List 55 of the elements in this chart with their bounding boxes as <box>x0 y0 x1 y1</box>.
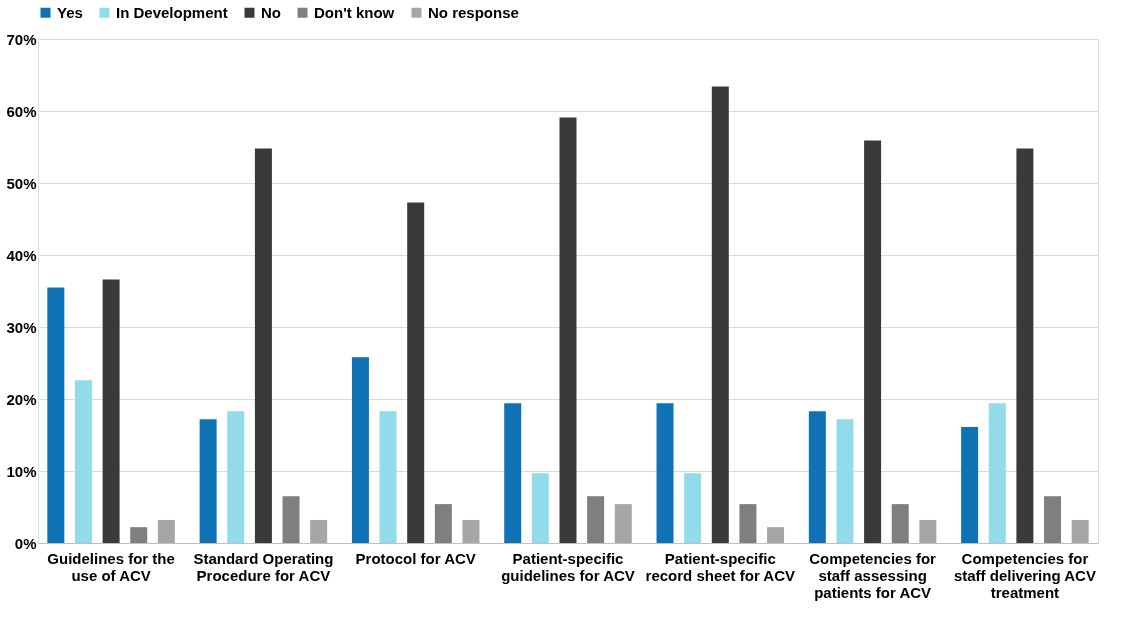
bar <box>1016 148 1034 543</box>
bar <box>864 140 882 543</box>
x-tick-label: Protocol for ACV <box>355 549 476 567</box>
x-tick-label: Competencies for staff assessing patients for ACV <box>809 549 937 601</box>
x-tick-label: Competencies for staff delivering ACV treatment <box>953 549 1096 601</box>
bar <box>891 504 909 543</box>
legend-label: No response <box>428 3 519 21</box>
bar <box>504 403 522 543</box>
bar <box>462 519 480 543</box>
bar <box>74 380 92 543</box>
y-tick-label: 60% <box>6 102 37 120</box>
y-tick-label: 70% <box>6 30 37 48</box>
x-tick-label: Patient-specific guidelines for ACV <box>501 549 635 584</box>
legend-label: Don't know <box>314 3 395 21</box>
y-tick-label: 20% <box>6 390 37 408</box>
x-tick-label: Guidelines for the use of ACV <box>47 549 175 584</box>
bar <box>130 527 148 543</box>
bar <box>102 279 120 543</box>
y-tick-label: 30% <box>6 318 37 336</box>
bar <box>351 357 369 543</box>
bar <box>254 148 272 543</box>
x-tick-label: Standard Operating Procedure for ACV <box>193 549 334 584</box>
bar <box>407 202 425 543</box>
bar <box>531 473 549 543</box>
legend-label: In Development <box>116 3 228 21</box>
bar <box>711 86 729 543</box>
bar <box>739 504 757 543</box>
bar <box>157 519 175 543</box>
bar <box>1044 496 1062 543</box>
bar <box>282 496 300 543</box>
bar <box>559 117 577 543</box>
y-tick-label: 10% <box>6 462 37 480</box>
bar <box>988 403 1006 543</box>
bar <box>808 411 826 543</box>
y-tick-label: 0% <box>14 534 37 552</box>
y-tick-label: 50% <box>6 174 37 192</box>
bar <box>767 527 785 543</box>
legend-label: Yes <box>57 3 83 21</box>
bar <box>684 473 702 543</box>
bar <box>656 403 674 543</box>
bar <box>199 419 217 543</box>
bar <box>836 419 854 543</box>
bar <box>379 411 397 543</box>
bar <box>310 519 328 543</box>
y-tick-label: 40% <box>6 246 37 264</box>
legend-label: No <box>261 3 281 21</box>
bar <box>47 287 65 543</box>
bar <box>587 496 605 543</box>
x-tick-label: Patient-specific record sheet for ACV <box>645 549 796 584</box>
bar <box>227 411 245 543</box>
bar <box>919 519 937 543</box>
bar <box>614 504 632 543</box>
bar <box>961 427 979 543</box>
bar <box>434 504 452 543</box>
bar <box>1071 519 1089 543</box>
